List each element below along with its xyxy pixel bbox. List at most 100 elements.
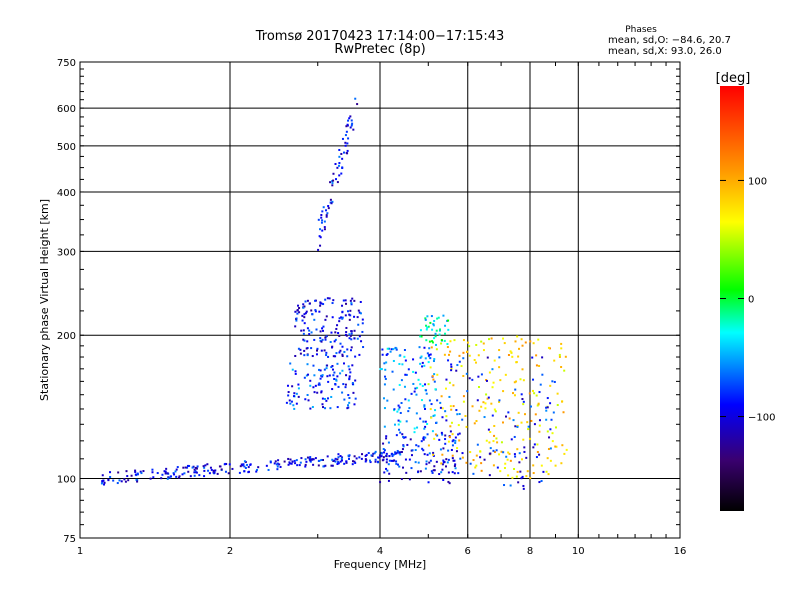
data-point: [498, 453, 501, 456]
data-point: [338, 174, 341, 177]
data-point: [265, 464, 268, 467]
data-point: [541, 356, 544, 359]
data-point: [386, 347, 389, 350]
data-point: [295, 392, 298, 395]
data-point: [449, 425, 452, 428]
data-point: [441, 407, 444, 410]
data-point: [495, 449, 498, 452]
data-point: [444, 438, 447, 441]
data-point: [152, 476, 155, 479]
data-point: [324, 318, 327, 321]
data-point: [329, 181, 332, 184]
data-point: [188, 464, 191, 467]
data-point: [357, 323, 360, 326]
data-point: [439, 406, 442, 409]
data-point: [472, 472, 475, 475]
data-point: [296, 312, 299, 315]
data-point: [426, 326, 429, 329]
data-point: [448, 482, 451, 485]
data-point: [395, 348, 398, 351]
data-point: [306, 393, 309, 396]
data-point: [456, 413, 459, 416]
data-point: [499, 379, 502, 382]
data-point: [466, 350, 469, 353]
data-point: [558, 353, 561, 356]
data-point: [381, 353, 384, 356]
data-point: [318, 382, 321, 385]
data-point: [474, 361, 477, 364]
data-point: [433, 465, 436, 468]
data-point: [320, 216, 323, 219]
data-point: [418, 346, 421, 349]
data-point: [302, 329, 305, 332]
data-point: [449, 405, 452, 408]
data-point: [472, 459, 475, 462]
data-point: [385, 435, 388, 438]
data-point: [340, 316, 343, 319]
data-point: [339, 460, 342, 463]
data-point: [242, 463, 245, 466]
data-point: [488, 441, 491, 444]
data-point: [218, 465, 221, 468]
data-point: [354, 379, 357, 382]
data-point: [354, 397, 357, 400]
data-point: [485, 379, 488, 382]
data-point: [489, 452, 492, 455]
y-tick-label: 100: [57, 475, 76, 486]
data-point: [330, 202, 333, 205]
data-point: [432, 451, 435, 454]
data-point: [403, 385, 406, 388]
data-point: [364, 458, 367, 461]
data-point: [447, 319, 450, 322]
data-point: [475, 454, 478, 457]
data-point: [522, 484, 525, 487]
data-point: [353, 299, 356, 302]
data-point: [326, 455, 329, 458]
data-point: [118, 479, 121, 482]
data-point: [561, 444, 564, 447]
data-point: [468, 345, 471, 348]
data-point: [374, 450, 377, 453]
data-point: [383, 471, 386, 474]
data-point: [134, 473, 137, 476]
data-point: [487, 428, 490, 431]
data-point: [394, 452, 397, 455]
data-point: [521, 475, 524, 478]
data-point: [352, 391, 355, 394]
data-point: [456, 364, 459, 367]
data-point: [326, 297, 329, 300]
data-point: [445, 419, 448, 422]
data-point: [195, 467, 198, 470]
data-point: [444, 434, 447, 437]
data-point: [431, 471, 434, 474]
data-point: [391, 370, 394, 373]
data-point: [350, 119, 353, 122]
data-point: [337, 453, 340, 456]
data-point: [493, 359, 496, 362]
data-point: [344, 141, 347, 144]
data-point: [321, 338, 324, 341]
data-point: [480, 469, 483, 472]
data-point: [540, 479, 543, 482]
data-point: [379, 368, 382, 371]
data-point: [383, 449, 386, 452]
data-point: [428, 347, 431, 350]
data-point: [484, 402, 487, 405]
data-point: [353, 329, 356, 332]
data-point: [341, 459, 344, 462]
x-tick-label: 16: [674, 546, 687, 557]
data-point: [530, 419, 533, 422]
data-point: [535, 364, 538, 367]
data-point: [348, 318, 351, 321]
data-point: [326, 397, 329, 400]
data-point: [399, 420, 402, 423]
data-point: [238, 471, 241, 474]
data-point: [165, 467, 168, 470]
data-point: [455, 369, 458, 372]
data-point: [305, 310, 308, 313]
data-point: [378, 456, 381, 459]
data-point: [325, 354, 328, 357]
data-point: [421, 365, 424, 368]
data-point: [167, 476, 170, 479]
data-point: [338, 320, 341, 323]
